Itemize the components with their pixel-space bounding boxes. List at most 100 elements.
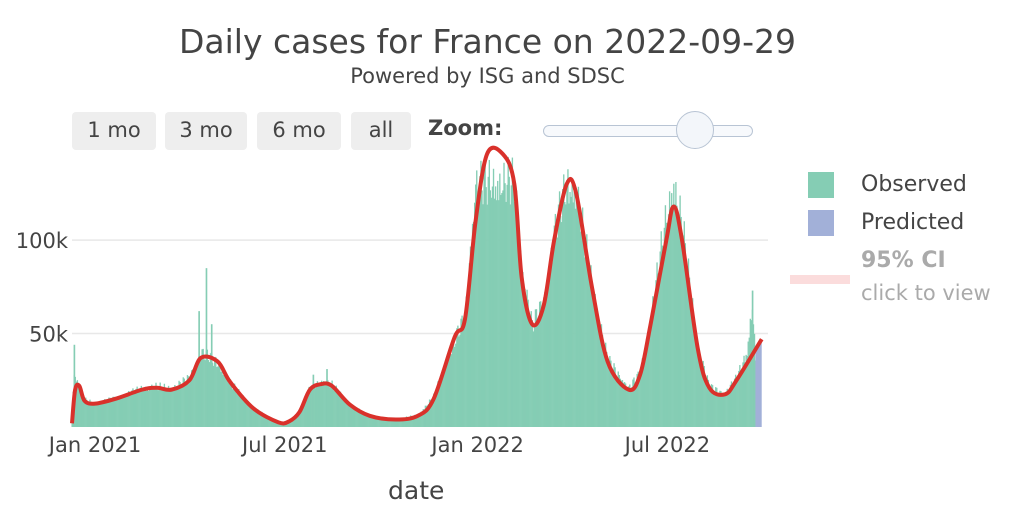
observed-bar (107, 401, 109, 427)
observed-bar (531, 320, 533, 427)
legend-observed-swatch[interactable] (808, 172, 834, 198)
observed-bar (726, 388, 728, 427)
observed-bar (196, 362, 198, 427)
observed-bar (329, 387, 331, 427)
observed-bar (376, 417, 378, 427)
range-6mo-button[interactable]: 6 mo (257, 112, 341, 150)
observed-bar (502, 190, 504, 427)
observed-bar (642, 362, 645, 427)
legend-observed-label[interactable]: Observed (861, 172, 967, 197)
observed-bar (115, 400, 117, 427)
observed-bar (309, 389, 311, 427)
observed-bar (316, 381, 319, 427)
observed-bar (224, 375, 226, 427)
observed-bar (564, 201, 566, 427)
observed-bar (167, 385, 170, 427)
observed-bar (321, 385, 324, 427)
observed-bar (536, 322, 539, 427)
observed-bar (679, 195, 681, 427)
observed-bar (310, 391, 312, 427)
observed-bar (606, 351, 608, 427)
x-tick-label: Jan 2021 (47, 433, 142, 457)
observed-bar (746, 355, 748, 427)
legend-ci-hint[interactable]: click to view (861, 281, 991, 305)
observed-bar (640, 365, 642, 427)
range-all-button[interactable]: all (351, 112, 411, 150)
range-1mo-button[interactable]: 1 mo (72, 112, 156, 150)
observed-bar (571, 184, 573, 427)
observed-bar (627, 390, 629, 427)
legend-ci-label[interactable]: 95% CI (861, 248, 946, 273)
observed-bar (367, 414, 369, 427)
observed-bar (579, 231, 582, 427)
observed-bar (149, 388, 151, 427)
observed-bar (377, 416, 379, 427)
range-3mo-button[interactable]: 3 mo (165, 112, 247, 150)
observed-bar (185, 381, 188, 427)
observed-bar (447, 356, 450, 427)
observed-bar (298, 412, 301, 427)
observed-bar (382, 416, 385, 427)
legend-predicted-swatch[interactable] (808, 210, 834, 236)
observed-bar (301, 408, 303, 427)
legend-ci-swatch[interactable] (790, 275, 850, 284)
observed-bar (402, 418, 405, 427)
observed-bar (612, 369, 614, 427)
observed-bar (484, 157, 486, 428)
observed-bar (257, 409, 259, 427)
observed-bar (587, 258, 589, 427)
observed-bar (215, 356, 217, 427)
observed-bar (168, 389, 171, 427)
observed-bar (237, 390, 239, 427)
observed-bar (554, 213, 557, 427)
observed-bar (404, 417, 407, 427)
observed-bar (617, 371, 619, 427)
observed-bar (305, 398, 307, 427)
observed-bar (299, 408, 302, 427)
observed-bar (477, 199, 479, 427)
zoom-slider-handle[interactable] (676, 111, 714, 149)
observed-bar (565, 204, 567, 427)
observed-bar (633, 377, 635, 427)
observed-bar (724, 394, 726, 427)
observed-bar (510, 185, 513, 427)
observed-bar (330, 384, 332, 427)
observed-bar (516, 219, 519, 427)
observed-bar (295, 414, 298, 427)
observed-bar (744, 362, 746, 427)
observed-bar (461, 315, 463, 427)
observed-bar (434, 392, 436, 427)
observed-bar (341, 398, 344, 427)
observed-bar (333, 390, 335, 427)
observed-bar (294, 416, 297, 427)
observed-bar (728, 390, 731, 427)
observed-bar (431, 401, 433, 427)
observed-bar (147, 391, 150, 427)
observed-bar (159, 382, 161, 427)
observed-bar (475, 184, 477, 427)
observed-bar (572, 202, 574, 427)
legend-predicted-label[interactable]: Predicted (861, 210, 965, 235)
observed-bar (385, 417, 388, 427)
observed-bar (311, 385, 313, 427)
observed-bar (145, 390, 148, 427)
observed-bar (634, 382, 636, 427)
x-tick-label: Jul 2021 (240, 433, 327, 457)
observed-bar (455, 343, 457, 427)
observed-bar (208, 362, 211, 427)
observed-bar (440, 379, 442, 427)
observed-bar (120, 396, 123, 427)
observed-bar (482, 204, 484, 427)
observed-bar (325, 384, 327, 427)
observed-bar (190, 370, 193, 427)
observed-bar (507, 156, 509, 428)
observed-bar (393, 419, 395, 427)
observed-bar (454, 346, 456, 427)
observed-bar (127, 392, 129, 427)
observed-bar (493, 198, 496, 427)
observed-bar (187, 376, 190, 427)
observed-bar (268, 418, 270, 427)
observed-bar (506, 184, 508, 427)
observed-bar (647, 327, 650, 427)
observed-bar (323, 381, 325, 427)
